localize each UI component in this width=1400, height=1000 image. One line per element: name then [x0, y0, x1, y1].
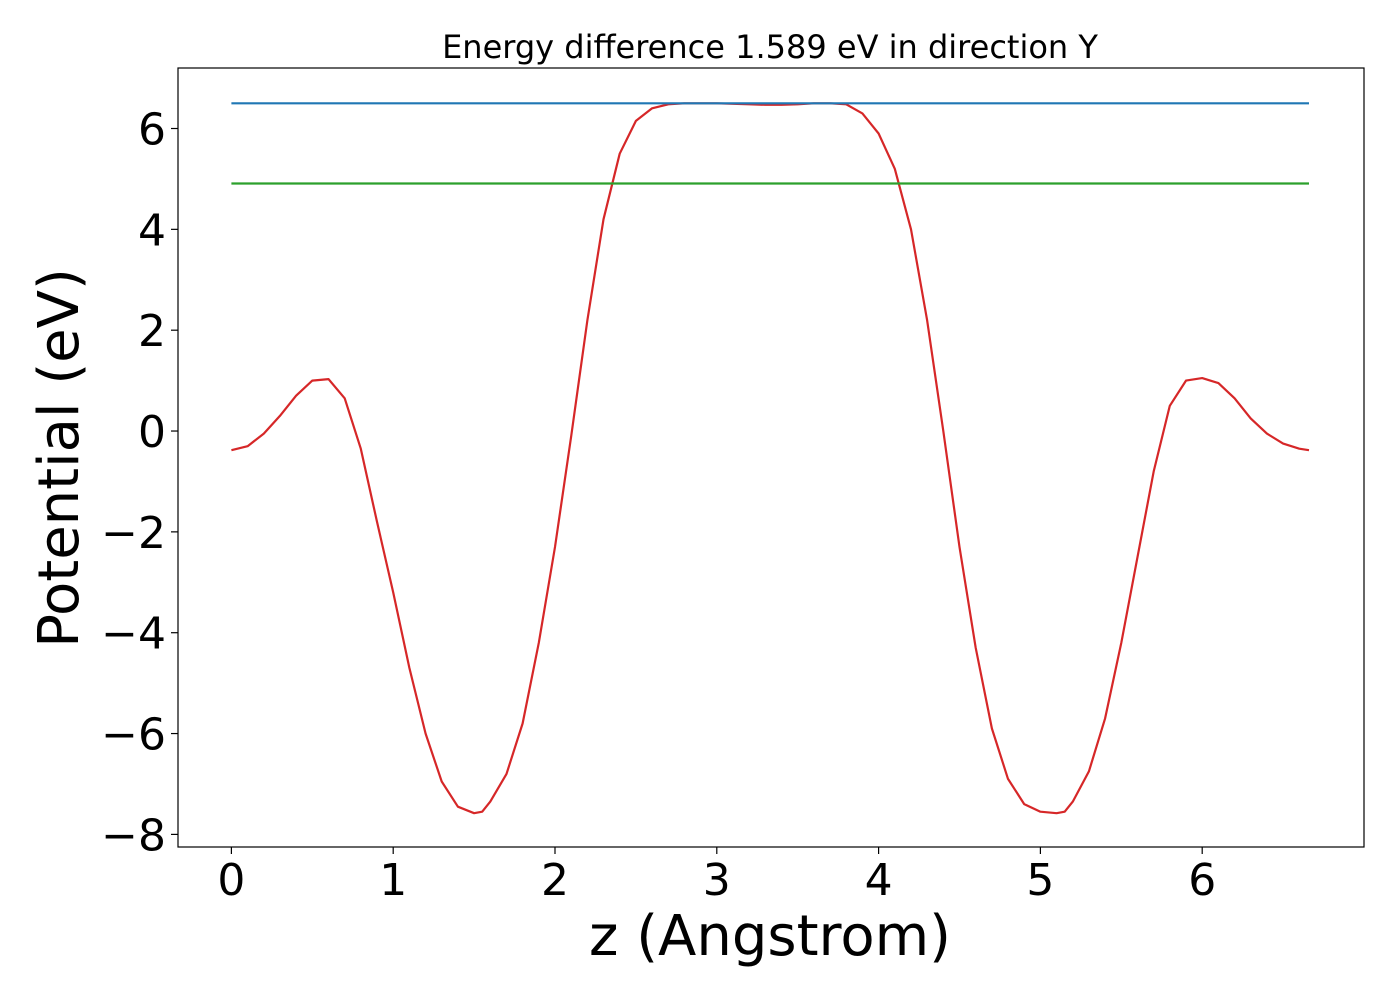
x-axis-label: z (Angstrom): [589, 904, 951, 969]
y-tick-label: −8: [101, 810, 166, 861]
series-layer: [231, 102, 1310, 815]
x-tick-label: 5: [1026, 855, 1054, 906]
axes-frame: [177, 67, 1365, 848]
y-axis-ticks: −8 −6 −4 −2 0 2 4 6: [101, 105, 178, 861]
y-tick-label: −2: [101, 508, 166, 559]
y-tick-label: 4: [138, 205, 166, 256]
series-line-1: [231, 102, 1310, 815]
x-tick-label: 3: [703, 855, 731, 906]
x-tick-label: 0: [217, 855, 245, 906]
x-axis-ticks: 0 1 2 3 4 5 6: [217, 847, 1216, 906]
x-tick-label: 4: [865, 855, 893, 906]
x-tick-label: 1: [379, 855, 407, 906]
plot-area: 0 1 2 3 4 5 6 −8 −6 −4 −2 0 2 4 6: [101, 67, 1365, 906]
y-tick-label: −6: [101, 710, 166, 761]
x-tick-label: 6: [1188, 855, 1216, 906]
chart-title: Energy difference 1.589 eV in direction …: [442, 28, 1098, 66]
y-tick-label: 2: [138, 306, 166, 357]
y-tick-label: −4: [101, 609, 166, 660]
y-axis-label: Potential (eV): [27, 268, 92, 648]
y-tick-label: 6: [138, 105, 166, 156]
y-tick-label: 0: [138, 407, 166, 458]
x-tick-label: 2: [541, 855, 569, 906]
